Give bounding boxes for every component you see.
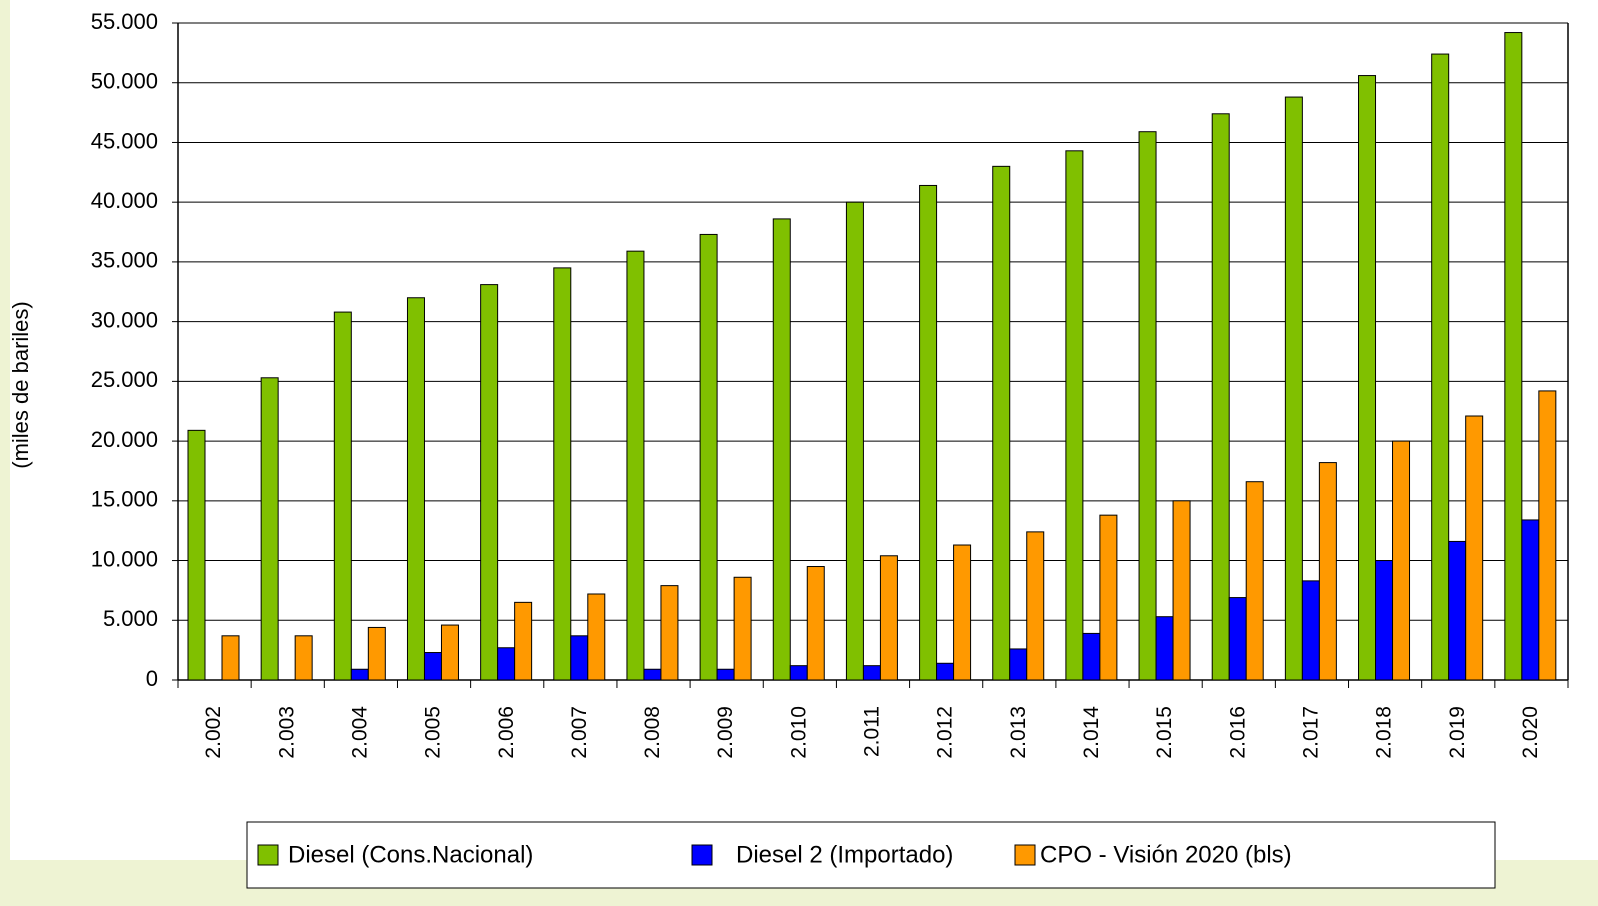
- bar: [1009, 648, 1028, 681]
- bar: [1245, 481, 1264, 681]
- x-tick-label: 2.002: [202, 706, 225, 759]
- x-tick-label: 2.006: [495, 706, 518, 759]
- x-tick-label: 2.010: [787, 706, 810, 759]
- bar: [733, 576, 752, 681]
- y-tick-label: 40.000: [91, 188, 158, 213]
- x-tick-label: 2.004: [348, 706, 371, 759]
- bar: [716, 668, 735, 681]
- legend-label: CPO - Visión 2020 (bls): [1040, 841, 1292, 868]
- bar: [643, 668, 662, 681]
- bar: [626, 250, 645, 681]
- x-tick-label: 2.015: [1153, 706, 1176, 759]
- legend-swatch: [1014, 844, 1036, 866]
- bar: [806, 566, 825, 681]
- bar: [1082, 632, 1101, 681]
- y-axis-label: (miles de bariles): [8, 301, 33, 469]
- x-tick-label: 2.008: [641, 706, 664, 759]
- bar: [553, 267, 572, 681]
- bar: [1301, 580, 1320, 681]
- bar: [936, 662, 955, 681]
- bar: [1504, 32, 1523, 681]
- y-tick-label: 55.000: [91, 9, 158, 34]
- bar: [350, 668, 369, 681]
- bar: [480, 284, 499, 681]
- bar: [919, 184, 938, 681]
- bar: [1138, 131, 1157, 681]
- y-tick-label: 50.000: [91, 69, 158, 94]
- bar: [367, 626, 386, 681]
- legend-label: Diesel 2 (Importado): [736, 841, 953, 868]
- bar: [1211, 113, 1230, 681]
- y-tick-label: 25.000: [91, 367, 158, 392]
- y-tick-label: 45.000: [91, 128, 158, 153]
- bar: [1065, 150, 1084, 681]
- bar: [992, 165, 1011, 681]
- y-tick-label: 30.000: [91, 307, 158, 332]
- x-tick-label: 2.012: [934, 706, 957, 759]
- x-tick-label: 2.009: [714, 706, 737, 759]
- bar: [1538, 390, 1557, 681]
- bar: [587, 593, 606, 681]
- x-tick-label: 2.017: [1299, 706, 1322, 759]
- legend-swatch: [691, 844, 713, 866]
- y-tick-label: 15.000: [91, 487, 158, 512]
- bar: [260, 377, 279, 681]
- x-tick-label: 2.018: [1373, 706, 1396, 759]
- bar: [221, 635, 240, 681]
- x-tick-label: 2.019: [1446, 706, 1469, 759]
- y-tick-label: 20.000: [91, 427, 158, 452]
- bar: [1228, 597, 1247, 681]
- bar: [1155, 616, 1174, 681]
- bar: [660, 585, 679, 681]
- bar: [1172, 500, 1191, 681]
- bar: [699, 233, 718, 681]
- bar: [514, 601, 533, 681]
- bar: [187, 429, 206, 681]
- bar: [1318, 462, 1337, 681]
- bar: [879, 555, 898, 681]
- x-tick-label: 2.020: [1519, 706, 1542, 759]
- x-tick-label: 2.014: [1080, 706, 1103, 759]
- x-tick-label: 2.013: [1007, 706, 1030, 759]
- bar: [1465, 415, 1484, 681]
- bar: [294, 635, 313, 681]
- legend-box: [246, 821, 1496, 889]
- bar: [953, 544, 972, 681]
- y-tick-label: 10.000: [91, 546, 158, 571]
- bar: [1099, 514, 1118, 681]
- x-tick-label: 2.016: [1226, 706, 1249, 759]
- x-tick-label: 2.007: [568, 706, 591, 759]
- bar: [497, 647, 516, 681]
- bar: [1448, 540, 1467, 681]
- bar: [845, 201, 864, 681]
- bar: [333, 311, 352, 681]
- bar: [423, 652, 442, 681]
- bar: [1026, 531, 1045, 681]
- bar: [862, 665, 881, 681]
- bar: [789, 665, 808, 681]
- x-tick-label: 2.005: [422, 706, 445, 759]
- bar: [570, 635, 589, 681]
- y-tick-label: 5.000: [103, 606, 158, 631]
- y-tick-label: 0: [146, 666, 158, 691]
- bar: [1284, 96, 1303, 681]
- bar: [1358, 75, 1377, 681]
- bar: [1375, 560, 1394, 681]
- bar: [772, 218, 791, 681]
- bar: [440, 624, 459, 681]
- bar: [1521, 519, 1540, 681]
- y-tick-label: 35.000: [91, 248, 158, 273]
- bar: [1431, 53, 1450, 681]
- bar: [406, 297, 425, 681]
- legend-swatch: [257, 844, 279, 866]
- x-tick-label: 2.011: [861, 706, 884, 757]
- legend-label: Diesel (Cons.Nacional): [288, 841, 533, 868]
- bar: [1392, 440, 1411, 681]
- x-tick-label: 2.003: [275, 706, 298, 759]
